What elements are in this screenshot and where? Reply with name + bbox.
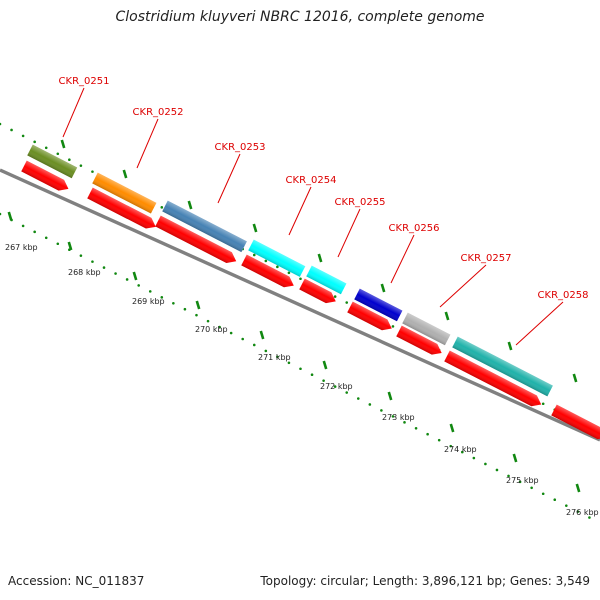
map-title: Clostridium kluyveri NBRC 12016, complet…	[115, 9, 485, 25]
tick-mark	[195, 300, 201, 310]
inner-tick-track	[0, 212, 600, 525]
locus-leader-line	[390, 234, 415, 284]
feature-bar	[27, 144, 78, 179]
tick-mark	[380, 283, 386, 293]
cds-arrow	[551, 404, 600, 440]
cds-arrow	[87, 187, 156, 229]
cds-arrow	[299, 278, 336, 304]
locus-label: CKR_0257	[461, 253, 512, 264]
tick-mark	[132, 271, 138, 281]
tick-mark	[322, 360, 328, 370]
feature-bar	[354, 288, 403, 322]
cds-arrow	[396, 325, 442, 355]
locus-leader-line	[439, 264, 487, 308]
scale-label: 267 kbp	[5, 243, 38, 252]
locus-label: CKR_0258	[538, 290, 589, 301]
locus-label: CKR_0253	[215, 142, 266, 153]
outer-tick-track	[0, 122, 600, 435]
locus-leader-line	[288, 186, 312, 236]
scale-label: 268 kbp	[68, 268, 101, 277]
scale-label: 270 kbp	[195, 325, 228, 334]
feature-bar	[306, 265, 347, 295]
locus-leader-line	[515, 301, 564, 346]
cds-arrow	[21, 160, 69, 191]
locus-leader-line	[217, 153, 241, 204]
feature-bar	[452, 336, 553, 397]
scale-label: 269 kbp	[132, 297, 165, 306]
tick-mark	[187, 200, 193, 210]
locus-leader-line	[337, 208, 361, 258]
genome-summary: Topology: circular; Length: 3,896,121 bp…	[260, 574, 590, 588]
tick-mark	[259, 330, 265, 340]
feature-bars	[27, 144, 553, 397]
feature-bar	[248, 239, 306, 277]
tick-mark	[444, 311, 450, 321]
tick-mark	[387, 391, 393, 401]
tick-mark	[512, 453, 518, 463]
genome-backbone	[0, 168, 600, 442]
locus-leader-line	[62, 87, 85, 138]
tick-mark	[67, 241, 73, 251]
locus-label: CKR_0255	[335, 197, 386, 208]
scale-label: 275 kbp	[506, 476, 539, 485]
tick-mark	[449, 423, 455, 433]
tick-mark	[252, 223, 258, 233]
locus-label: CKR_0256	[389, 223, 440, 234]
tick-mark	[572, 373, 578, 383]
cds-arrow	[155, 215, 237, 263]
tick-mark	[507, 341, 513, 351]
scale-label: 271 kbp	[258, 353, 291, 362]
feature-bar	[162, 200, 247, 253]
locus-label: CKR_0252	[133, 107, 184, 118]
scale-label: 274 kbp	[444, 445, 477, 454]
locus-label: CKR_0251	[59, 76, 110, 87]
cds-arrow	[241, 254, 294, 288]
tick-mark	[317, 253, 323, 263]
locus-label: CKR_0254	[286, 175, 337, 186]
scale-label: 272 kbp	[320, 382, 353, 391]
cds-arrow	[347, 301, 392, 331]
locus-labels: CKR_0251 CKR_0252 CKR_0253 CKR_0254 CKR_0255…	[59, 76, 589, 346]
scale-label: 273 kbp	[382, 413, 415, 422]
tick-mark	[122, 169, 128, 179]
tick-mark	[60, 139, 66, 149]
locus-leader-line	[136, 118, 159, 169]
tick-mark	[575, 483, 581, 493]
cds-arrows	[21, 160, 600, 440]
tick-marks	[7, 139, 581, 493]
scale-label: 276 kbp	[566, 508, 599, 517]
scale-labels: 267 kbp 268 kbp 269 kbp 270 kbp 271 kbp 272 k…	[5, 243, 599, 517]
feature-bar	[92, 172, 157, 214]
accession-text: Accession: NC_011837	[8, 574, 145, 588]
feature-bar	[402, 312, 451, 346]
cds-arrow	[444, 350, 542, 407]
tick-mark	[7, 211, 13, 221]
